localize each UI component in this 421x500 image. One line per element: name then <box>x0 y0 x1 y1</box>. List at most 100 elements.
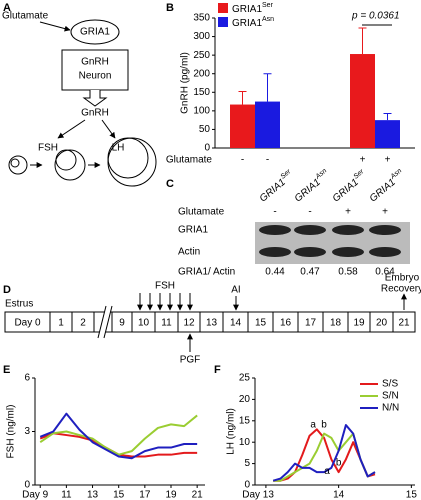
x-tick-label: 15 <box>113 490 125 500</box>
panel-label: B <box>166 2 174 14</box>
legend-label-main: GRIA1 <box>232 4 262 15</box>
x-tick-label: 21 <box>192 490 204 500</box>
x-tick-label: Day 9 <box>22 490 49 500</box>
arrow <box>39 21 71 32</box>
day-label: 12 <box>183 318 195 329</box>
hollow-arrow <box>82 90 108 107</box>
neuron-label: Neuron <box>79 71 112 82</box>
panel-label: C <box>166 178 174 190</box>
band <box>332 247 364 257</box>
axis-break <box>97 305 113 339</box>
y-tick-label: 20 <box>239 394 251 405</box>
y-tick-label: 300 <box>193 31 210 42</box>
band <box>332 225 364 235</box>
x-tick-label: 14 <box>333 490 345 500</box>
annotation: a <box>310 420 316 431</box>
annotation: b <box>321 420 327 431</box>
day-label: 13 <box>206 318 218 329</box>
category-label: + <box>360 155 366 166</box>
day-label: 10 <box>138 318 150 329</box>
annotation: b <box>336 457 342 468</box>
row-label: Actin <box>178 247 200 258</box>
ratio: 0.58 <box>338 267 358 278</box>
y-tick-label: 25 <box>239 373 251 384</box>
y-tick-label: 350 <box>193 13 210 24</box>
legend-label-sup: Ser <box>262 2 274 9</box>
band <box>369 225 401 235</box>
annotation: a <box>324 466 330 477</box>
band <box>294 225 326 235</box>
event-label: Recovery <box>381 284 421 295</box>
bar <box>350 54 375 148</box>
follicles <box>8 137 157 187</box>
day-label: Day 0 <box>14 318 41 329</box>
lane-label: GRIA1Ser <box>329 168 369 205</box>
treatment-label: Glutamate <box>178 207 225 218</box>
legend-label: S/S <box>382 379 398 390</box>
ratio: 0.44 <box>265 267 285 278</box>
lane-label-sup: Ser <box>352 168 365 181</box>
lane-label: GRIA1Asn <box>291 167 332 204</box>
hormone-label: GnRH <box>81 108 109 119</box>
x-tick-label: 19 <box>165 490 177 500</box>
y-tick-label: 10 <box>239 437 251 448</box>
day-label: 11 <box>161 318 172 329</box>
y-tick-label: 250 <box>193 50 210 61</box>
day-label: 14 <box>230 318 242 329</box>
ratio: 0.64 <box>375 267 395 278</box>
legend-swatch <box>218 3 228 13</box>
x-tick-label: 13 <box>87 490 99 500</box>
event-label: AI <box>231 285 240 296</box>
series-line <box>272 424 376 482</box>
legend-label: GRIA1Asn <box>232 16 274 29</box>
y-tick-label: 0 <box>24 480 30 491</box>
error-bar <box>263 73 272 102</box>
y-axis-label: FSH (ng/ml) <box>6 405 17 459</box>
panel-label: D <box>3 284 11 296</box>
band <box>259 225 291 235</box>
error-bar <box>383 112 392 121</box>
day-label: 16 <box>280 318 292 329</box>
day-label: 2 <box>80 318 86 329</box>
neuron-box <box>61 49 129 91</box>
annotation: p = 0.0361 <box>351 11 400 22</box>
x-tick-label: 17 <box>139 490 151 500</box>
x-axis-label: Glutamate <box>166 155 213 166</box>
axis-break <box>98 306 112 338</box>
legend-label: GRIA1Ser <box>232 2 274 15</box>
day-label: 1 <box>58 318 64 329</box>
legend-label: S/N <box>382 391 399 402</box>
y-tick-label: 6 <box>24 373 30 384</box>
y-tick-label: 200 <box>193 68 210 79</box>
lane-label-sup: Ser <box>279 168 292 181</box>
y-tick-label: 150 <box>193 87 210 98</box>
x-tick-label: 15 <box>406 490 418 500</box>
diagram: A Glutamate GRIA1 GnRH Neuron GnRH FSH L… <box>2 2 157 187</box>
band <box>259 247 291 257</box>
day-label: 17 <box>305 318 317 329</box>
receptor-label: GRIA1 <box>80 27 110 38</box>
output-label: LH <box>112 143 125 154</box>
error-bar <box>238 91 247 105</box>
treatment-sign: - <box>273 207 276 218</box>
bar <box>255 101 280 148</box>
y-axis-label: LH (ng/ml) <box>226 408 237 455</box>
y-tick-label: 0 <box>244 480 250 491</box>
bar <box>230 104 255 148</box>
y-tick-label: 3 <box>24 426 30 437</box>
x-tick-label: Day 13 <box>242 490 274 500</box>
y-tick-label: 0 <box>204 143 210 154</box>
y-axis-label: GnRH (pg/ml) <box>180 52 191 114</box>
category-label: - <box>241 155 244 166</box>
neuron-label: GnRH <box>81 57 109 68</box>
ratio-label: GRIA1/ Actin <box>178 267 235 278</box>
lane-label: GRIA1Asn <box>366 167 407 204</box>
day-label: 21 <box>398 318 410 329</box>
legend-label: N/N <box>382 403 399 414</box>
arrow <box>101 119 116 139</box>
row-label: GRIA1 <box>178 225 208 236</box>
legend-label-main: GRIA1 <box>232 18 262 29</box>
treatment-sign: + <box>345 207 351 218</box>
receptor <box>70 19 120 45</box>
